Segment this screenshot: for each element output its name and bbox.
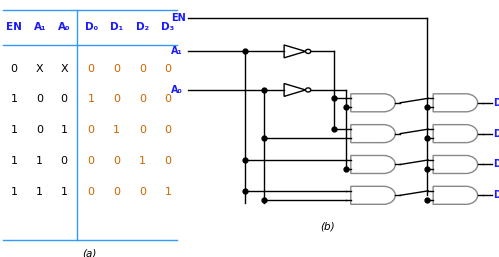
PathPatch shape [433, 155, 478, 173]
PathPatch shape [351, 155, 395, 173]
PathPatch shape [433, 186, 478, 204]
Text: 0: 0 [165, 63, 172, 74]
Text: 0: 0 [88, 63, 95, 74]
Text: EN: EN [6, 22, 22, 32]
Text: D₀: D₀ [84, 22, 98, 32]
Text: 1: 1 [165, 187, 172, 197]
Text: 1: 1 [10, 156, 17, 166]
Text: 0: 0 [113, 187, 120, 197]
Text: (b): (b) [320, 221, 335, 231]
Text: D₂: D₂ [136, 22, 149, 32]
Text: 1: 1 [88, 94, 95, 104]
Text: X: X [36, 63, 43, 74]
Text: 0: 0 [139, 63, 146, 74]
Text: A₁: A₁ [33, 22, 46, 32]
Text: 0: 0 [88, 125, 95, 135]
Text: D₂: D₂ [493, 160, 499, 169]
PathPatch shape [433, 94, 478, 112]
Circle shape [305, 88, 311, 92]
Text: 0: 0 [10, 63, 17, 74]
Text: 0: 0 [88, 156, 95, 166]
Text: 1: 1 [61, 187, 68, 197]
Text: (a): (a) [83, 249, 97, 257]
Text: 0: 0 [165, 125, 172, 135]
Text: 1: 1 [36, 156, 43, 166]
PathPatch shape [433, 125, 478, 143]
Text: X: X [60, 63, 68, 74]
Text: D₀: D₀ [493, 98, 499, 108]
Text: 0: 0 [36, 94, 43, 104]
Text: 0: 0 [139, 125, 146, 135]
Text: 0: 0 [61, 94, 68, 104]
Text: 1: 1 [10, 187, 17, 197]
Text: 1: 1 [36, 187, 43, 197]
Text: 0: 0 [88, 187, 95, 197]
Text: 0: 0 [113, 94, 120, 104]
Text: D₁: D₁ [110, 22, 123, 32]
PathPatch shape [351, 125, 395, 143]
Text: 0: 0 [165, 156, 172, 166]
PathPatch shape [351, 186, 395, 204]
Text: A₀: A₀ [58, 22, 70, 32]
Text: 1: 1 [10, 94, 17, 104]
Text: 1: 1 [10, 125, 17, 135]
Text: D₃: D₃ [162, 22, 175, 32]
Text: A₀: A₀ [171, 85, 183, 95]
Text: D₃: D₃ [493, 190, 499, 200]
Text: 0: 0 [165, 94, 172, 104]
Text: A₁: A₁ [171, 47, 183, 56]
PathPatch shape [351, 94, 395, 112]
Circle shape [305, 49, 311, 53]
Text: D₁: D₁ [493, 129, 499, 139]
Text: 0: 0 [61, 156, 68, 166]
PathPatch shape [284, 84, 305, 96]
Text: 1: 1 [139, 156, 146, 166]
Text: 0: 0 [139, 94, 146, 104]
Text: 0: 0 [113, 156, 120, 166]
Text: EN: EN [171, 13, 186, 23]
Text: 0: 0 [36, 125, 43, 135]
PathPatch shape [284, 45, 305, 58]
Text: 1: 1 [61, 125, 68, 135]
Text: 0: 0 [139, 187, 146, 197]
Text: 0: 0 [113, 63, 120, 74]
Text: 1: 1 [113, 125, 120, 135]
